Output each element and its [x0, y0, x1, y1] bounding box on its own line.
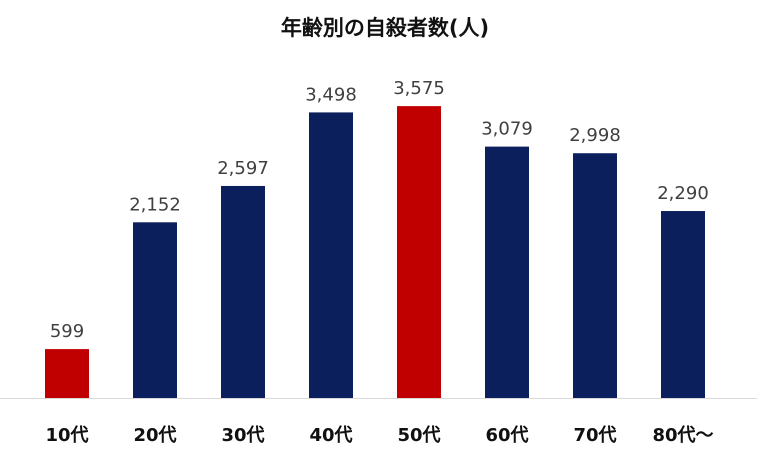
category-labels-group: 10代 20代 30代 40代 50代 60代 70代 80代～: [45, 425, 713, 446]
value-label-7: 2,998: [569, 125, 621, 146]
value-label-4: 3,498: [305, 84, 357, 105]
category-label-4: 40代: [309, 425, 352, 446]
category-label-1: 10代: [45, 425, 88, 446]
value-label-3: 2,597: [217, 158, 269, 179]
bars-group: [45, 106, 705, 399]
bar-4: [309, 112, 353, 399]
value-label-1: 599: [50, 321, 84, 342]
bar-5: [397, 106, 441, 398]
bar-1: [45, 349, 89, 398]
value-label-6: 3,079: [481, 119, 533, 140]
category-label-3: 30代: [221, 425, 264, 446]
category-label-2: 20代: [133, 425, 176, 446]
bar-2: [133, 222, 177, 398]
category-label-5: 50代: [397, 425, 440, 446]
bar-8: [661, 211, 705, 398]
value-label-8: 2,290: [657, 183, 709, 204]
bar-3: [221, 185, 265, 398]
value-labels-group: 599 2,152 2,597 3,498 3,575 3,079 2,998 2,290: [50, 78, 709, 342]
category-label-8: 80代～: [652, 425, 713, 446]
bar-6: [485, 146, 529, 398]
category-label-6: 60代: [485, 425, 528, 446]
value-label-2: 2,152: [129, 194, 181, 215]
bar-7: [573, 153, 617, 398]
category-label-7: 70代: [573, 425, 616, 446]
chart-title: 年齢別の自殺者数(人): [280, 16, 490, 40]
value-label-5: 3,575: [393, 78, 445, 99]
